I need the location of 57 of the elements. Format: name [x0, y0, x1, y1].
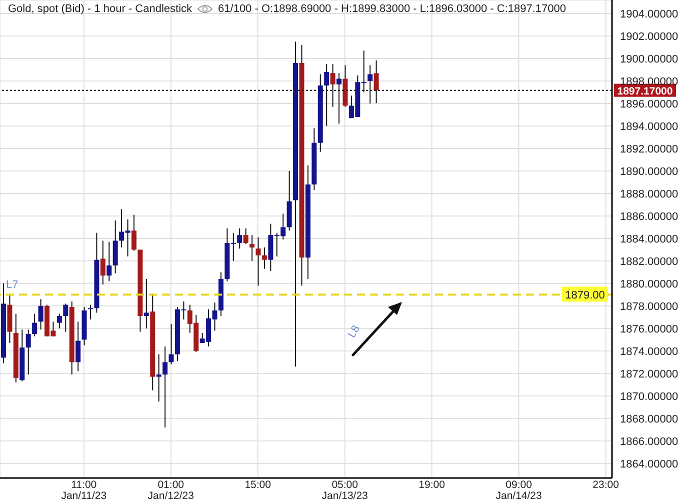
- candlestick: [131, 214, 136, 252]
- y-tick-label: 1882.00000: [620, 256, 678, 268]
- y-tick-label: 1892.00000: [620, 143, 678, 156]
- candlestick: [243, 228, 248, 245]
- candlestick: [330, 64, 336, 108]
- candlestick: [88, 304, 93, 320]
- y-tick-label: 1884.00000: [620, 233, 678, 246]
- candlestick: [368, 64, 373, 104]
- y-tick-label: 1896.00000: [620, 98, 678, 110]
- x-tick-label: 23:00: [592, 479, 620, 491]
- y-tick-label: 1886.00000: [620, 210, 678, 223]
- candlestick: [26, 329, 31, 376]
- y-tick-label: 1880.00000: [620, 278, 678, 290]
- candlestick: [100, 240, 106, 286]
- candlestick: [144, 278, 149, 329]
- y-tick-label: 1894.00000: [620, 120, 678, 133]
- candlestick: [168, 323, 174, 365]
- ref-line-label: 1897.17000: [617, 85, 673, 98]
- candlestick: [237, 228, 242, 250]
- candlestick: [162, 346, 168, 428]
- y-tick-label: 1890.00000: [620, 166, 678, 178]
- candlestick: [63, 303, 68, 332]
- chart-title: Gold, spot (Bid) - 1 hour - Candlestick: [8, 3, 192, 15]
- x-tick-label: 11:00 Jan/11/23: [61, 479, 107, 502]
- x-tick-label: 01:00 Jan/12/23: [148, 479, 194, 502]
- y-tick-label: 1888.00000: [620, 188, 678, 200]
- y-tick-label: 1904.00000: [620, 8, 678, 20]
- y-tick-label: 1864.00000: [620, 458, 678, 470]
- candlestick: [250, 234, 255, 262]
- candlestick: [106, 241, 112, 282]
- candlestick: [324, 64, 330, 126]
- annotation: L7: [6, 279, 18, 291]
- candlestick: [156, 354, 162, 402]
- x-tick-label: 15:00: [244, 479, 272, 491]
- y-tick-label: 1878.00000: [620, 300, 678, 313]
- candlestick: [336, 72, 342, 124]
- candlestick: [76, 321, 81, 372]
- chart-subtitle: 61/100 - O:1898.69000 - H:1899.83000 - L:1896.03000 - C:1897.17000: [218, 3, 566, 15]
- candlestick: [56, 313, 62, 329]
- candlestick: [256, 236, 261, 286]
- x-tick-label: 09:00 Jan/14/23: [496, 479, 542, 502]
- y-tick-label: 1876.00000: [620, 323, 678, 336]
- candlestick: [38, 298, 44, 330]
- y-tick-label: 1900.00000: [620, 53, 678, 66]
- x-tick-label: 05:00 Jan/13/23: [322, 479, 368, 502]
- candlestick: [374, 60, 379, 104]
- x-tick-label: 19:00: [418, 479, 446, 491]
- ref-line-label: 1879.00: [565, 290, 605, 302]
- y-tick-label: 1870.00000: [620, 390, 678, 403]
- candlestick: [262, 246, 267, 270]
- y-tick-label: 1872.00000: [620, 368, 678, 380]
- y-tick-label: 1868.00000: [620, 413, 678, 426]
- y-tick-label: 1902.00000: [620, 30, 678, 43]
- annotation: L8: [346, 323, 363, 340]
- y-tick-label: 1866.00000: [620, 436, 678, 448]
- candlestick: [32, 313, 38, 337]
- y-tick-label: 1874.00000: [620, 346, 678, 358]
